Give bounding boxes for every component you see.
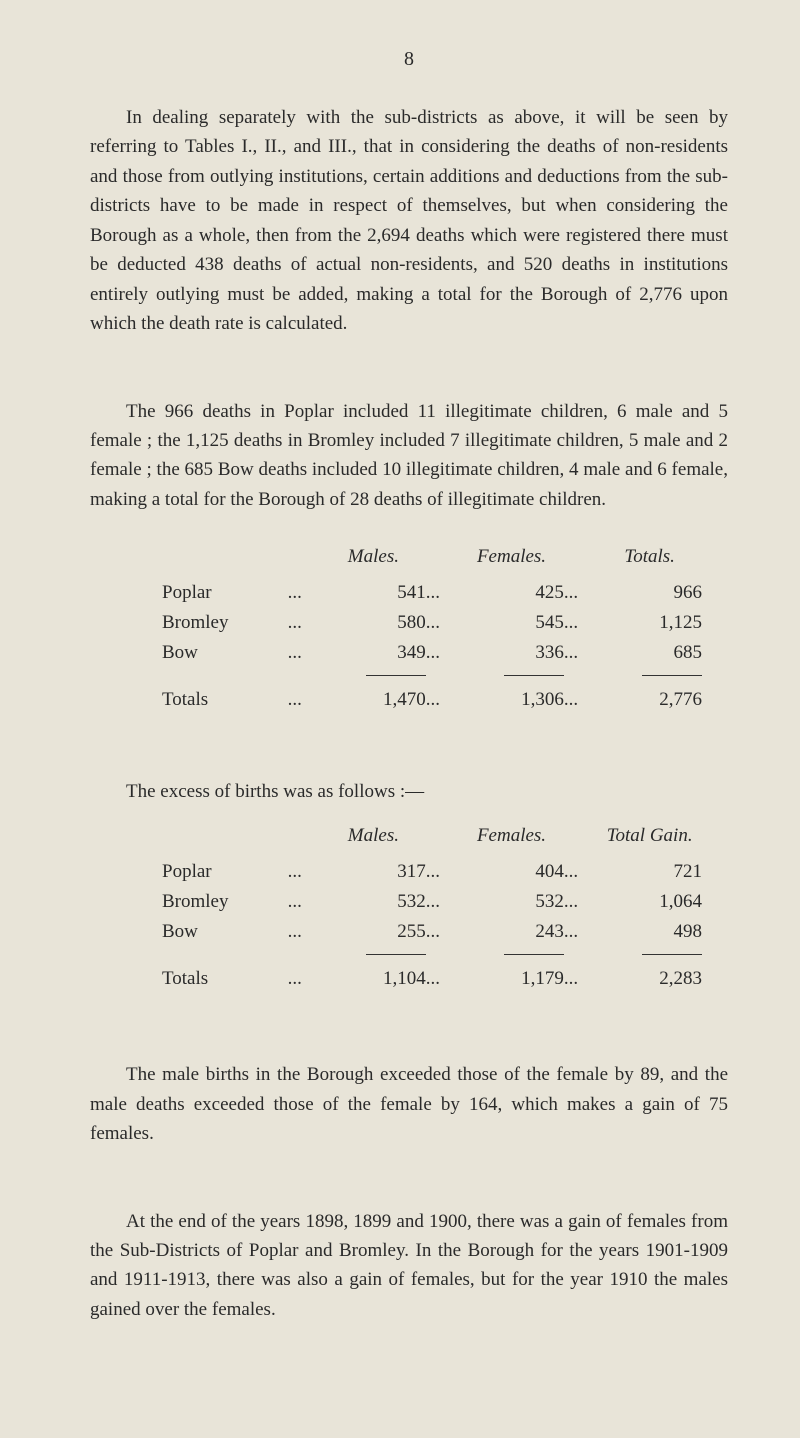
row-label: Bow bbox=[162, 917, 288, 947]
paragraph-2: The 966 deaths in Poplar included 11 ill… bbox=[90, 397, 728, 515]
totals-label: Totals bbox=[162, 683, 288, 715]
paragraph-4: The male births in the Borough exceeded … bbox=[90, 1060, 728, 1148]
table-row: Bow ... 349 ... 336 ... 685 bbox=[162, 638, 702, 668]
cell-value: 685 bbox=[597, 638, 702, 668]
cell-value: 1,306 bbox=[459, 683, 564, 715]
cell-value: 243 bbox=[459, 917, 564, 947]
cell-value: 317 bbox=[321, 857, 426, 887]
table-row: Bow ... 255 ... 243 ... 498 bbox=[162, 917, 702, 947]
paragraph-3-intro: The excess of births was as follows :— bbox=[90, 781, 728, 803]
births-header-totals: Total Gain. bbox=[597, 821, 702, 857]
page-number: 8 bbox=[90, 48, 728, 71]
totals-row: Totals ... 1,470 ... 1,306 ... 2,776 bbox=[162, 683, 702, 715]
cell-value: 1,470 bbox=[321, 683, 426, 715]
cell-value: 541 bbox=[321, 578, 426, 608]
column-rule bbox=[504, 954, 564, 955]
births-table-wrapper: Males. Females. Total Gain. Poplar ... 3… bbox=[162, 821, 728, 994]
table-row: Bromley ... 580 ... 545 ... 1,125 bbox=[162, 608, 702, 638]
cell-value: 580 bbox=[321, 608, 426, 638]
row-label: Bromley bbox=[162, 887, 288, 917]
row-label: Poplar bbox=[162, 857, 288, 887]
cell-value: 1,179 bbox=[459, 962, 564, 994]
cell-value: 336 bbox=[459, 638, 564, 668]
cell-value: 425 bbox=[459, 578, 564, 608]
table-row: Bromley ... 532 ... 532 ... 1,064 bbox=[162, 887, 702, 917]
cell-value: 532 bbox=[459, 887, 564, 917]
births-table: Males. Females. Total Gain. Poplar ... 3… bbox=[162, 821, 702, 994]
cell-value: 2,776 bbox=[597, 683, 702, 715]
totals-row: Totals ... 1,104 ... 1,179 ... 2,283 bbox=[162, 962, 702, 994]
deaths-table: Males. Females. Totals. Poplar ... 541 .… bbox=[162, 542, 702, 715]
table-row: Poplar ... 317 ... 404 ... 721 bbox=[162, 857, 702, 887]
deaths-header-females: Females. bbox=[459, 542, 564, 578]
column-rule bbox=[366, 675, 426, 676]
row-label: Bow bbox=[162, 638, 288, 668]
cell-value: 498 bbox=[597, 917, 702, 947]
deaths-header-totals: Totals. bbox=[597, 542, 702, 578]
document-page: 8 In dealing separately with the sub-dis… bbox=[0, 0, 800, 1400]
cell-value: 349 bbox=[321, 638, 426, 668]
cell-value: 721 bbox=[597, 857, 702, 887]
table-row: Poplar ... 541 ... 425 ... 966 bbox=[162, 578, 702, 608]
births-header-males: Males. bbox=[321, 821, 426, 857]
deaths-header-males: Males. bbox=[321, 542, 426, 578]
paragraph-5: At the end of the years 1898, 1899 and 1… bbox=[90, 1207, 728, 1325]
cell-value: 255 bbox=[321, 917, 426, 947]
column-rule bbox=[642, 954, 702, 955]
births-header-females: Females. bbox=[459, 821, 564, 857]
cell-value: 1,064 bbox=[597, 887, 702, 917]
cell-value: 2,283 bbox=[597, 962, 702, 994]
column-rule bbox=[504, 675, 564, 676]
paragraph-1: In dealing separately with the sub-distr… bbox=[90, 103, 728, 339]
cell-value: 1,125 bbox=[597, 608, 702, 638]
row-label: Bromley bbox=[162, 608, 288, 638]
deaths-table-wrapper: Males. Females. Totals. Poplar ... 541 .… bbox=[162, 542, 728, 715]
column-rule bbox=[366, 954, 426, 955]
cell-value: 545 bbox=[459, 608, 564, 638]
column-rule bbox=[642, 675, 702, 676]
row-label: Poplar bbox=[162, 578, 288, 608]
cell-value: 966 bbox=[597, 578, 702, 608]
totals-label: Totals bbox=[162, 962, 288, 994]
cell-value: 1,104 bbox=[321, 962, 426, 994]
cell-value: 532 bbox=[321, 887, 426, 917]
cell-value: 404 bbox=[459, 857, 564, 887]
